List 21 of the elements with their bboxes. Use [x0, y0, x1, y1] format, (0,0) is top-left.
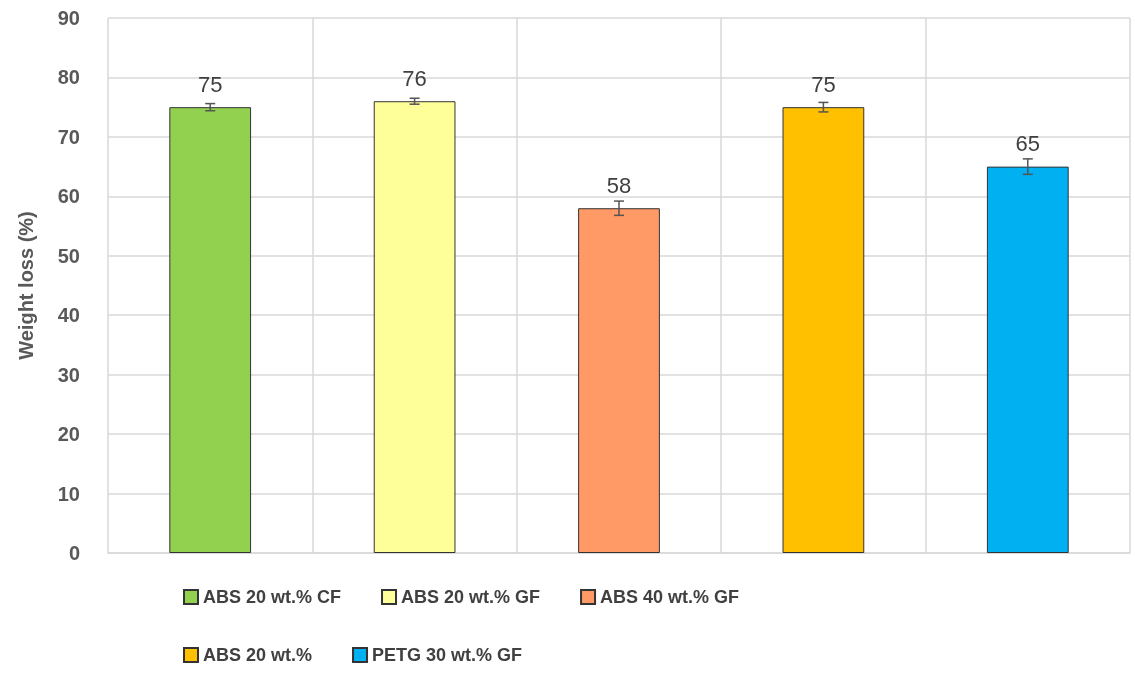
data-label: 65 — [1015, 131, 1041, 157]
y-tick-label: 90 — [57, 7, 80, 29]
y-axis-title: Weight loss (%) — [15, 211, 37, 360]
legend-label: ABS 20 wt.% — [203, 645, 313, 665]
legend-label: ABS 20 wt.% GF — [401, 587, 541, 607]
data-label: 75 — [811, 71, 836, 97]
data-label: 76 — [402, 65, 427, 91]
y-tick-label: 40 — [57, 304, 80, 327]
y-tick-label: 70 — [57, 125, 80, 148]
y-tick-label: 0 — [68, 542, 80, 564]
data-label: 58 — [606, 172, 632, 198]
y-tick-label: 50 — [57, 244, 80, 267]
legend-label: ABS 20 wt.% CF — [203, 587, 342, 607]
data-label: 75 — [197, 71, 223, 97]
y-tick-label: 10 — [57, 482, 80, 505]
y-tick-label: 30 — [57, 363, 80, 386]
y-tick-label: 20 — [57, 423, 80, 446]
legend-label: ABS 40 wt.% GF — [600, 587, 740, 607]
legend-label: PETG 30 wt.% GF — [372, 645, 523, 665]
y-tick-label: 60 — [57, 185, 80, 208]
y-tick-label: 80 — [57, 66, 80, 89]
